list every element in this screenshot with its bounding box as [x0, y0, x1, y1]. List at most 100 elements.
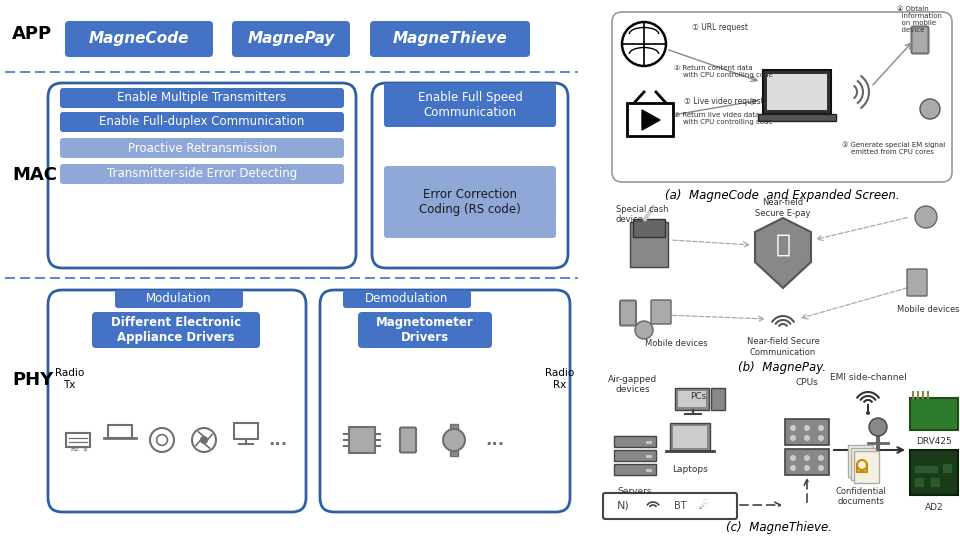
Circle shape [790, 435, 796, 441]
FancyBboxPatch shape [232, 21, 350, 57]
Bar [711, 388, 725, 410]
FancyBboxPatch shape [848, 445, 873, 477]
Bar [614, 450, 656, 461]
FancyBboxPatch shape [60, 112, 344, 132]
Bar [627, 103, 673, 136]
Bar [763, 70, 831, 114]
Text: Error Correction
Coding (RS code): Error Correction Coding (RS code) [420, 188, 521, 216]
Text: Enable Multiple Transmitters: Enable Multiple Transmitters [117, 91, 287, 105]
Text: Demodulation: Demodulation [366, 293, 448, 306]
FancyBboxPatch shape [400, 428, 416, 453]
Text: ...: ... [269, 431, 288, 449]
Text: DRV425: DRV425 [916, 437, 952, 446]
Bar [614, 436, 656, 447]
Bar [758, 114, 836, 121]
Circle shape [804, 435, 810, 441]
Bar [914, 477, 924, 487]
Polygon shape [642, 110, 660, 130]
Bar [108, 425, 132, 438]
Circle shape [804, 425, 810, 431]
FancyBboxPatch shape [854, 451, 879, 483]
Bar [633, 219, 665, 237]
FancyBboxPatch shape [372, 83, 568, 268]
Text: CPUs: CPUs [796, 378, 818, 387]
Circle shape [915, 206, 937, 228]
FancyBboxPatch shape [651, 300, 671, 324]
Text: Mobile devices: Mobile devices [645, 339, 708, 348]
FancyBboxPatch shape [851, 448, 876, 480]
FancyBboxPatch shape [320, 290, 570, 512]
Text: Different Electronic
Appliance Drivers: Different Electronic Appliance Drivers [111, 316, 241, 344]
Bar [673, 426, 707, 448]
Text: Radio
Tx: Radio Tx [55, 368, 84, 389]
Text: ① URL request: ① URL request [692, 23, 748, 32]
Text: ④ Obtain
  information
  on mobile
  device: ④ Obtain information on mobile device [897, 6, 942, 33]
FancyBboxPatch shape [384, 166, 556, 238]
Text: ③ Generate special EM signal
    emitted from CPU cores: ③ Generate special EM signal emitted fro… [842, 141, 946, 155]
Circle shape [790, 425, 796, 431]
Text: ☄: ☄ [698, 501, 708, 511]
Circle shape [790, 455, 796, 461]
Text: MagneThieve: MagneThieve [393, 31, 508, 46]
Circle shape [635, 321, 653, 339]
Bar [349, 427, 375, 453]
FancyBboxPatch shape [612, 12, 952, 182]
Text: ② Return content data
    with CPU controlling code: ② Return content data with CPU controlli… [674, 65, 773, 78]
Text: MagneCode: MagneCode [88, 31, 189, 46]
Text: Radio
Rx: Radio Rx [545, 368, 574, 389]
Circle shape [818, 435, 824, 441]
Text: Servers: Servers [617, 487, 652, 496]
Text: MAC: MAC [12, 166, 57, 184]
FancyBboxPatch shape [60, 164, 344, 184]
FancyBboxPatch shape [358, 312, 492, 348]
Bar [614, 464, 656, 475]
Bar [930, 477, 940, 487]
FancyBboxPatch shape [60, 138, 344, 158]
Bar [910, 450, 958, 495]
Circle shape [804, 455, 810, 461]
FancyBboxPatch shape [907, 269, 927, 296]
Bar [785, 449, 829, 475]
Text: EMI side-channel: EMI side-channel [829, 373, 906, 382]
Text: BT: BT [674, 501, 686, 511]
Text: Near-field
Secure E-pay: Near-field Secure E-pay [756, 198, 811, 218]
Text: Air-gapped
devices: Air-gapped devices [608, 375, 658, 394]
Circle shape [869, 418, 887, 436]
FancyBboxPatch shape [384, 83, 556, 127]
Text: *: * [83, 447, 87, 457]
Circle shape [818, 465, 824, 471]
Text: Magnetometer
Drivers: Magnetometer Drivers [376, 316, 474, 344]
Bar [234, 423, 258, 439]
Text: ① Live video request: ① Live video request [684, 97, 764, 106]
FancyBboxPatch shape [620, 300, 636, 326]
Circle shape [804, 465, 810, 471]
Text: Modulation: Modulation [146, 293, 212, 306]
Text: N): N) [616, 501, 630, 511]
FancyBboxPatch shape [48, 290, 306, 512]
Circle shape [818, 425, 824, 431]
Bar [914, 465, 938, 473]
Text: ￥: ￥ [776, 233, 790, 257]
Text: Near-field Secure
Communication: Near-field Secure Communication [747, 338, 820, 357]
Text: AD2: AD2 [924, 503, 944, 512]
Text: Mobile devices: Mobile devices [897, 306, 959, 314]
Text: Special cash
device: Special cash device [616, 205, 668, 225]
Text: Transmitter-side Error Detecting: Transmitter-side Error Detecting [107, 167, 298, 180]
Bar [942, 463, 952, 473]
Bar [630, 222, 668, 267]
Text: (b)  MagnePay.: (b) MagnePay. [738, 361, 826, 374]
Bar [450, 424, 458, 429]
Text: Confidential
documents: Confidential documents [835, 487, 886, 507]
Text: (a)  MagneCode  and Expanded Screen.: (a) MagneCode and Expanded Screen. [664, 188, 900, 201]
Text: Enable Full Speed
Communication: Enable Full Speed Communication [418, 91, 522, 119]
Bar [670, 423, 710, 451]
Circle shape [443, 429, 465, 451]
Text: Enable Full-duplex Communication: Enable Full-duplex Communication [99, 116, 304, 129]
Text: (c)  MagneThieve.: (c) MagneThieve. [726, 522, 832, 535]
Bar [675, 388, 709, 410]
Circle shape [866, 411, 870, 415]
FancyBboxPatch shape [115, 290, 243, 308]
Text: PCs: PCs [690, 392, 707, 401]
Circle shape [201, 437, 207, 443]
Text: Proactive Retransmission: Proactive Retransmission [128, 141, 276, 154]
